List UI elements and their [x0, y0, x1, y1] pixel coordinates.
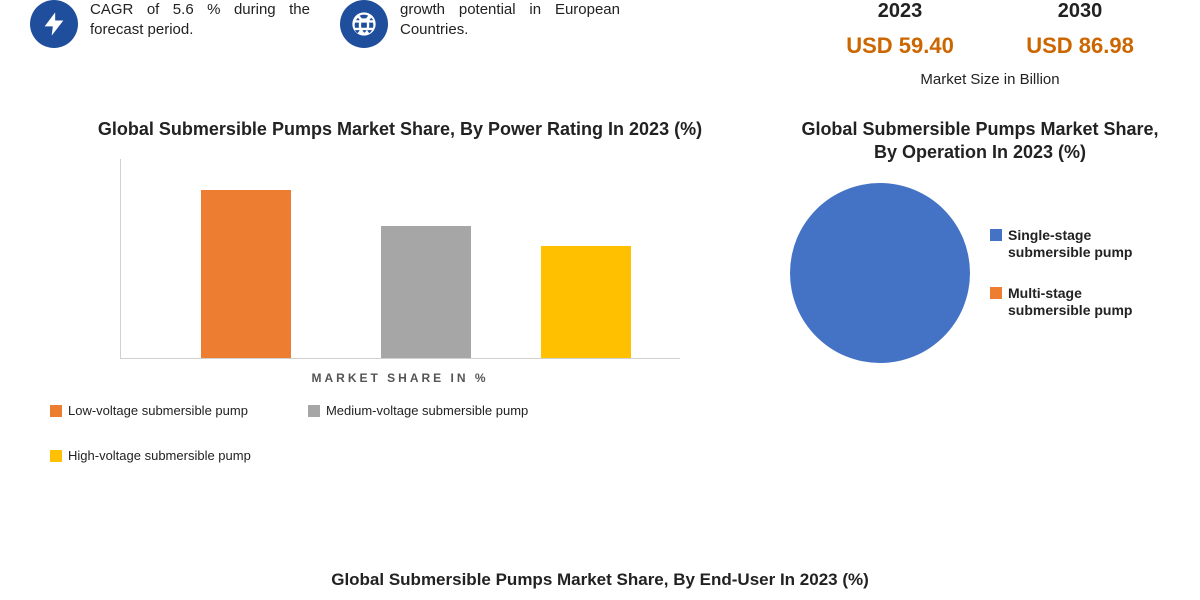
cagr-block: CAGR of 5.6 % during the forecast period… — [30, 0, 310, 88]
bar-chart-plot — [120, 159, 680, 359]
year-row: 2023 2030 — [810, 0, 1170, 23]
bar-chart-legend: Low-voltage submersible pump Medium-volta… — [30, 403, 770, 463]
legend-label: Medium-voltage submersible pump — [326, 403, 528, 418]
growth-block: growth potential in European Countries. — [340, 0, 620, 88]
bar-chart-axis-label: MARKET SHARE IN % — [30, 371, 770, 385]
legend-swatch-icon — [50, 450, 62, 462]
legend-label: High-voltage submersible pump — [68, 448, 251, 463]
usd-row: USD 59.40 USD 86.98 — [810, 33, 1170, 59]
legend-item: Multi-stage submersible pump — [990, 285, 1140, 319]
pie-chart-legend: Single-stage submersible pump Multi-stage… — [990, 227, 1140, 318]
legend-label: Single-stage submersible pump — [1008, 227, 1140, 261]
pie-chart-section: Global Submersible Pumps Market Share, B… — [770, 118, 1170, 463]
legend-item: High-voltage submersible pump — [50, 448, 251, 463]
cagr-text: CAGR of 5.6 % during the forecast period… — [90, 0, 310, 39]
legend-swatch-icon — [990, 229, 1002, 241]
main-row: Global Submersible Pumps Market Share, B… — [0, 108, 1200, 463]
legend-swatch-icon — [990, 287, 1002, 299]
legend-label: Multi-stage submersible pump — [1008, 285, 1140, 319]
bar-chart-title: Global Submersible Pumps Market Share, B… — [30, 118, 770, 141]
legend-swatch-icon — [308, 405, 320, 417]
pie-chart — [790, 183, 970, 363]
usd-right: USD 86.98 — [1026, 33, 1134, 59]
bar — [541, 246, 631, 358]
legend-swatch-icon — [50, 405, 62, 417]
legend-item: Single-stage submersible pump — [990, 227, 1140, 261]
usd-left: USD 59.40 — [846, 33, 954, 59]
legend-item: Medium-voltage submersible pump — [308, 403, 528, 418]
bar-chart-section: Global Submersible Pumps Market Share, B… — [30, 118, 770, 463]
growth-text: growth potential in European Countries. — [400, 0, 620, 39]
globe-icon — [340, 0, 388, 48]
bar — [381, 226, 471, 358]
legend-label: Low-voltage submersible pump — [68, 403, 248, 418]
top-row: CAGR of 5.6 % during the forecast period… — [0, 0, 1200, 88]
year-left: 2023 — [878, 0, 923, 23]
bolt-icon — [30, 0, 78, 48]
pie-chart-wrap: Single-stage submersible pump Multi-stage… — [790, 183, 1170, 363]
bottom-chart-title: Global Submersible Pumps Market Share, B… — [0, 570, 1200, 590]
market-size-label: Market Size in Billion — [810, 71, 1170, 88]
year-right: 2030 — [1058, 0, 1103, 23]
legend-item: Low-voltage submersible pump — [50, 403, 248, 418]
pie-chart-title: Global Submersible Pumps Market Share, B… — [790, 118, 1170, 165]
bar — [201, 190, 291, 358]
top-left-info: CAGR of 5.6 % during the forecast period… — [30, 0, 810, 88]
market-size-block: 2023 2030 USD 59.40 USD 86.98 Market Siz… — [810, 0, 1170, 88]
